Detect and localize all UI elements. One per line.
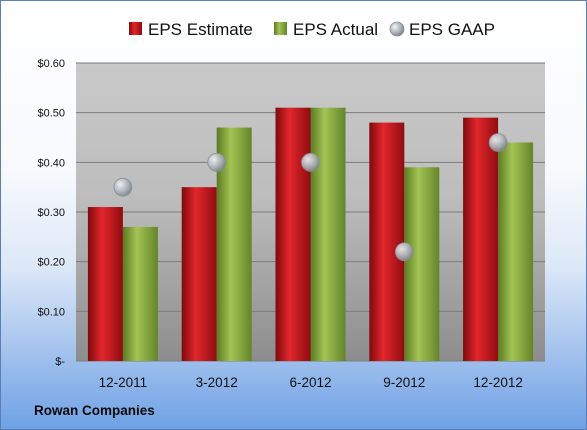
bar-eps-estimate [275,107,311,361]
marker-eps-gaap [488,133,508,152]
y-tick-label: $0.40 [37,157,65,169]
x-tick-label: 12-2011 [99,375,148,390]
x-tick-label: 6-2012 [289,375,331,390]
bar-eps-actual [498,142,534,361]
legend-swatch-eps-actual [274,22,287,35]
y-tick-label: $0.10 [37,306,65,318]
x-tick-label: 9-2012 [383,375,425,390]
legend-label-eps-gaap: EPS GAAP [409,20,495,39]
company-name: Rowan Companies [34,403,155,418]
bar-eps-estimate [87,207,123,361]
y-tick-label: $0.60 [37,58,65,70]
bar-eps-actual [404,167,440,361]
y-tick-label: $- [55,356,65,368]
y-tick-label: $0.20 [37,257,65,269]
bar-eps-actual [310,107,346,361]
x-tick-label: 3-2012 [196,375,238,390]
bar-eps-estimate [463,117,499,361]
bar-eps-actual [122,226,158,361]
y-tick-label: $0.50 [37,108,65,120]
bar-eps-estimate [369,122,405,361]
bar-eps-estimate [181,187,217,361]
legend-label-eps-actual: EPS Actual [293,20,378,39]
y-tick-label: $0.30 [37,207,65,219]
marker-eps-gaap [113,177,133,197]
x-tick-label: 12-2012 [473,375,523,390]
legend-swatch-eps-gaap [389,21,405,37]
marker-eps-gaap [301,152,320,172]
legend-swatch-eps-estimate [129,22,142,35]
legend-label-eps-estimate: EPS Estimate [148,20,253,39]
marker-eps-gaap [207,152,227,172]
marker-eps-gaap [394,242,414,262]
